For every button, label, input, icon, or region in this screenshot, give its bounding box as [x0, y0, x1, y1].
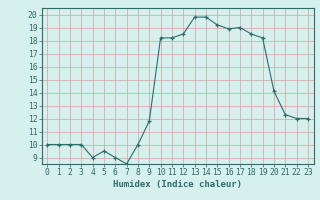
- X-axis label: Humidex (Indice chaleur): Humidex (Indice chaleur): [113, 180, 242, 189]
